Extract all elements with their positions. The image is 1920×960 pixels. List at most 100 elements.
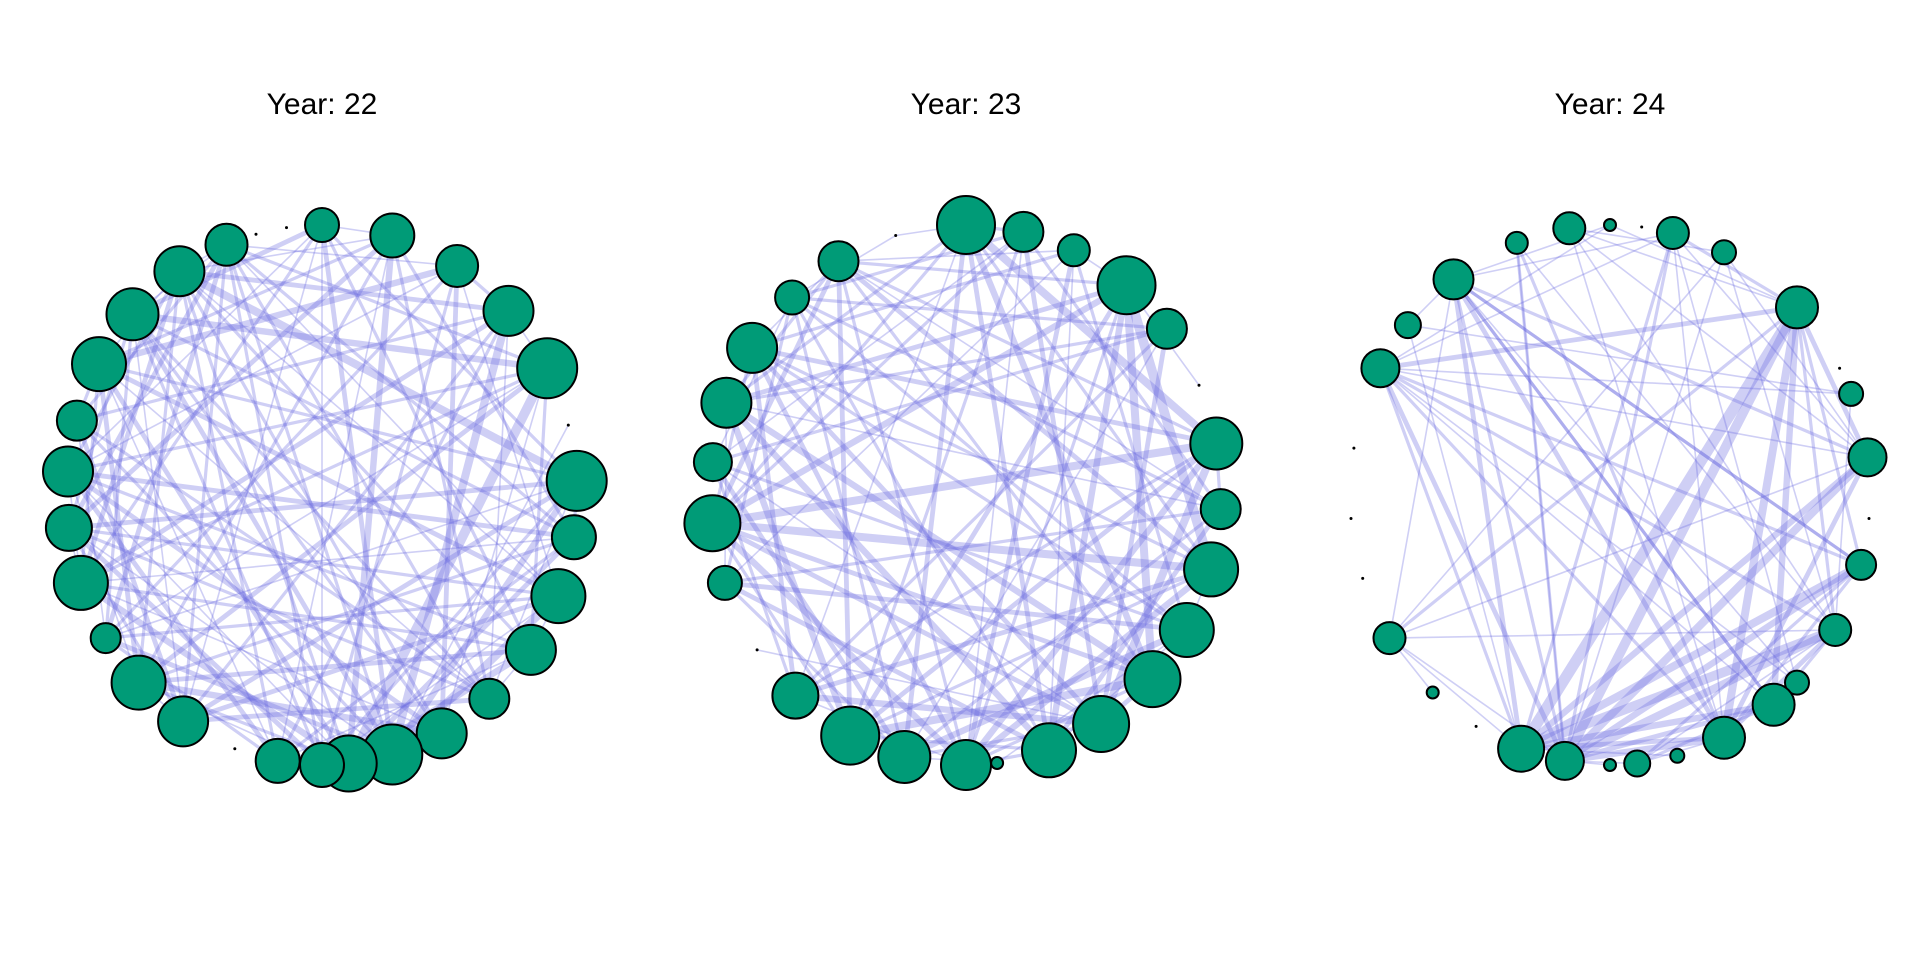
network-edge <box>1720 303 1801 742</box>
network-edge <box>1451 276 1524 752</box>
network-edge <box>848 567 1213 738</box>
network-edge <box>836 259 1155 681</box>
network-node <box>683 494 742 553</box>
network-edge <box>836 258 1214 572</box>
edge-layer <box>65 222 581 769</box>
network-edge <box>1097 439 1221 728</box>
network-edge <box>1568 227 1798 309</box>
network-edge <box>1568 227 1725 254</box>
network-edge <box>97 233 394 366</box>
network-edge <box>391 424 570 756</box>
network-edge <box>137 269 181 685</box>
network-edge <box>178 234 394 273</box>
network-edge <box>96 361 142 685</box>
network-edge <box>1636 629 1836 765</box>
network-edge <box>1388 637 1522 750</box>
network-edge <box>1561 734 1728 765</box>
network-edge <box>1407 324 1522 750</box>
network-edge <box>903 327 1168 758</box>
network-edge <box>723 507 1223 585</box>
network-edge <box>439 263 460 736</box>
network-edge <box>1021 229 1104 727</box>
network-edge <box>836 259 1218 446</box>
network-edge <box>723 399 1053 754</box>
network-edge <box>1378 366 1837 632</box>
panel-title: Year: 23 <box>911 88 1022 121</box>
network-edge <box>901 626 1191 761</box>
network-edge <box>962 566 1215 769</box>
network-node <box>204 222 249 267</box>
network-node <box>1360 348 1401 389</box>
network-edge <box>710 520 1104 727</box>
network-edge <box>712 231 1025 463</box>
network-node <box>1847 437 1888 478</box>
network-edge <box>1794 304 1870 460</box>
network-node <box>516 337 579 400</box>
network-node <box>530 568 587 625</box>
network-node <box>1845 548 1878 581</box>
network-edge <box>723 399 1156 683</box>
network-edge <box>440 367 549 735</box>
network-node <box>369 212 416 259</box>
network-edge <box>724 401 728 584</box>
network-edge <box>1378 365 1568 764</box>
network-edge <box>136 647 534 685</box>
network-edge <box>792 692 1105 728</box>
network-edge <box>343 363 553 769</box>
network-edge <box>790 295 1169 331</box>
network-edge <box>320 479 579 767</box>
network-edge <box>79 581 533 652</box>
network-edge <box>66 242 229 531</box>
network-edge <box>710 346 754 525</box>
panel-year-24: Year: 24 <box>1349 88 1888 781</box>
network-edge <box>1722 563 1863 740</box>
isolated-node-dot <box>566 423 570 427</box>
network-edge <box>848 733 1051 752</box>
network-edge <box>78 268 182 586</box>
network-edge <box>1379 367 1798 684</box>
network-edge <box>1672 232 1798 684</box>
network-edge <box>710 223 968 525</box>
network-edge <box>79 223 324 585</box>
network-edge <box>848 230 1026 738</box>
network-node <box>44 503 93 552</box>
network-edge <box>1121 280 1216 575</box>
isolated-node-dot <box>1867 517 1871 520</box>
network-edge <box>1378 366 1863 567</box>
network-edge <box>177 269 280 763</box>
network-edge <box>1072 248 1189 632</box>
network-edge <box>1517 454 1871 752</box>
network-node <box>877 730 932 784</box>
network-edge <box>1021 230 1223 511</box>
network-edge <box>790 295 1051 752</box>
network-edge <box>66 233 395 531</box>
network-node <box>1784 669 1810 696</box>
network-edge <box>708 439 1221 528</box>
network-edge <box>136 365 550 685</box>
network-node <box>89 622 122 655</box>
network-edge <box>103 242 229 641</box>
network-edge <box>1048 629 1188 752</box>
network-edge <box>130 312 444 736</box>
network-edge <box>724 249 1075 584</box>
network-edge <box>1378 304 1800 371</box>
network-edge <box>97 362 579 483</box>
network-edge <box>711 327 1169 464</box>
network-edge <box>790 295 906 759</box>
network-node <box>1393 311 1422 340</box>
network-edge <box>319 222 395 757</box>
network-edge <box>846 675 1157 740</box>
network-edge <box>1723 251 1869 459</box>
network-node <box>1497 724 1546 773</box>
network-edge <box>130 222 325 317</box>
network-edge <box>177 269 351 766</box>
network-edge <box>104 480 578 639</box>
network-edge <box>181 309 511 724</box>
network-node <box>1552 211 1587 246</box>
network-edge <box>1516 625 1840 754</box>
network-edge <box>224 243 324 767</box>
network-edge <box>224 243 394 757</box>
network-edge <box>1379 224 1611 370</box>
network-edge <box>137 535 576 685</box>
network-edge <box>1563 231 1675 763</box>
